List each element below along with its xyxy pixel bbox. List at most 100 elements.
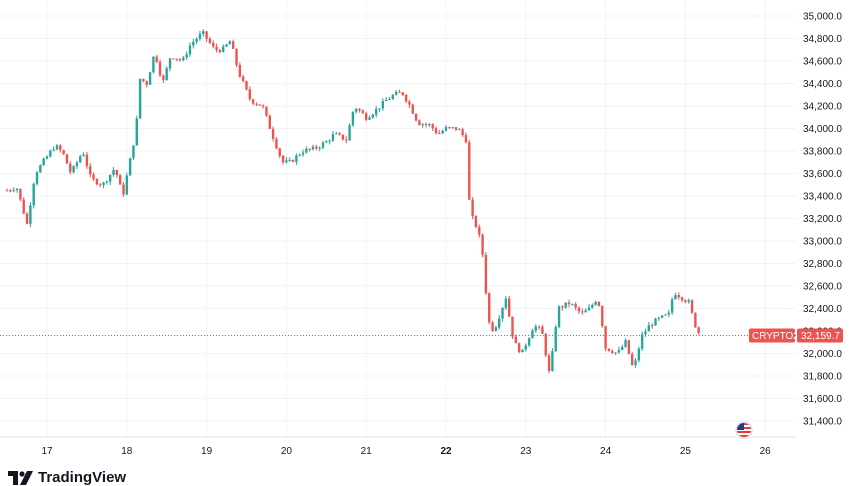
last-price-badge: CRYPTO20 32,159.7 (749, 328, 843, 343)
tradingview-branding[interactable]: TradingView (8, 470, 126, 485)
candle-body (265, 106, 268, 116)
price-tick-label: 34,400.0 (803, 79, 842, 90)
candle-body (421, 124, 424, 126)
candle-body (451, 127, 454, 129)
candle-body (291, 159, 295, 162)
candle-body (281, 155, 285, 163)
candle-body (228, 41, 232, 45)
candle-body (634, 360, 637, 365)
candle-body (384, 100, 388, 102)
candle-body (594, 301, 597, 305)
candle-body (680, 297, 684, 301)
candle-body (92, 174, 95, 180)
candle-body (534, 326, 537, 331)
price-axis[interactable]: 35,000.0 34,800.0 34,600.0 34,400.0 34,200.0… (803, 12, 842, 428)
candle-body (507, 298, 511, 317)
candle-body (55, 145, 59, 150)
candle-body (188, 45, 192, 55)
candle-body (138, 78, 142, 119)
candle-body (301, 152, 305, 155)
candle-body (42, 158, 45, 166)
candles (5, 29, 700, 374)
time-axis[interactable]: 17 18 19 20 21 22 23 24 25 26 (41, 446, 771, 457)
candle-body (122, 184, 125, 195)
candle-body (331, 134, 335, 141)
candle-body (308, 148, 311, 150)
candle-body (158, 61, 162, 76)
candle-body (517, 343, 521, 353)
candle-body (571, 304, 574, 306)
candle-body (378, 108, 381, 110)
candle-body (444, 127, 448, 131)
candle-body (135, 118, 138, 146)
candle-body (105, 181, 109, 183)
candle-body (261, 105, 265, 107)
time-tick-label: 25 (680, 446, 692, 457)
candle-body (198, 33, 202, 39)
candle-body (69, 163, 72, 173)
us-flag-icon[interactable] (735, 421, 753, 439)
candle-body (32, 183, 35, 206)
time-tick-label: 18 (121, 446, 133, 457)
candle-body (607, 348, 611, 352)
candle-body (62, 150, 65, 155)
candle-body (441, 130, 444, 134)
candle-body (411, 104, 414, 114)
candle-body (621, 346, 624, 350)
candle-body (72, 166, 75, 173)
candle-body (65, 154, 69, 164)
time-tick-label: 21 (361, 446, 373, 457)
candle-body (557, 306, 561, 328)
candle-body (501, 307, 504, 319)
candle-body (551, 351, 554, 371)
candle-body (431, 124, 434, 129)
candle-body (52, 149, 55, 151)
candle-body (684, 300, 687, 302)
candle-body (514, 336, 518, 344)
candle-body (195, 38, 198, 42)
price-tick-label: 31,800.0 (803, 372, 842, 383)
candle-body (554, 327, 557, 352)
candle-body (481, 234, 484, 255)
candle-body (19, 188, 22, 200)
candle-body (238, 64, 242, 77)
candle-body (391, 95, 394, 99)
time-tick-label: 19 (201, 446, 213, 457)
candle-body (128, 158, 132, 176)
candle-body (212, 42, 215, 47)
candle-body (278, 148, 281, 156)
time-tick-label: 24 (600, 446, 612, 457)
candle-body (697, 327, 700, 334)
candle-body (225, 44, 228, 47)
candle-body (321, 142, 325, 148)
candle-body (601, 306, 604, 327)
candle-body (275, 138, 278, 149)
candle-body (182, 57, 185, 61)
candle-body (577, 307, 581, 312)
time-tick-label: 20 (281, 446, 293, 457)
candle-body (404, 94, 408, 102)
candle-body (305, 148, 308, 153)
candle-body (374, 108, 378, 115)
candle-body (401, 92, 404, 95)
candle-body (381, 100, 385, 109)
candle-body (202, 31, 205, 34)
candle-body (670, 299, 674, 313)
candle-body (152, 56, 155, 73)
candle-body (388, 98, 391, 101)
candle-body (288, 159, 291, 161)
candle-body (145, 81, 148, 85)
candle-body (604, 326, 607, 349)
price-tick-label: 33,400.0 (803, 192, 842, 203)
candle-body (341, 134, 345, 140)
candle-body (348, 125, 351, 141)
candle-body (368, 117, 371, 120)
symbol-badge-label: CRYPTO20 (752, 331, 805, 342)
candle-body (564, 302, 567, 308)
candle-body (448, 127, 451, 129)
candle-body (318, 147, 321, 149)
candle-body (258, 104, 261, 106)
candle-body (15, 188, 19, 191)
candle-body (115, 169, 119, 176)
